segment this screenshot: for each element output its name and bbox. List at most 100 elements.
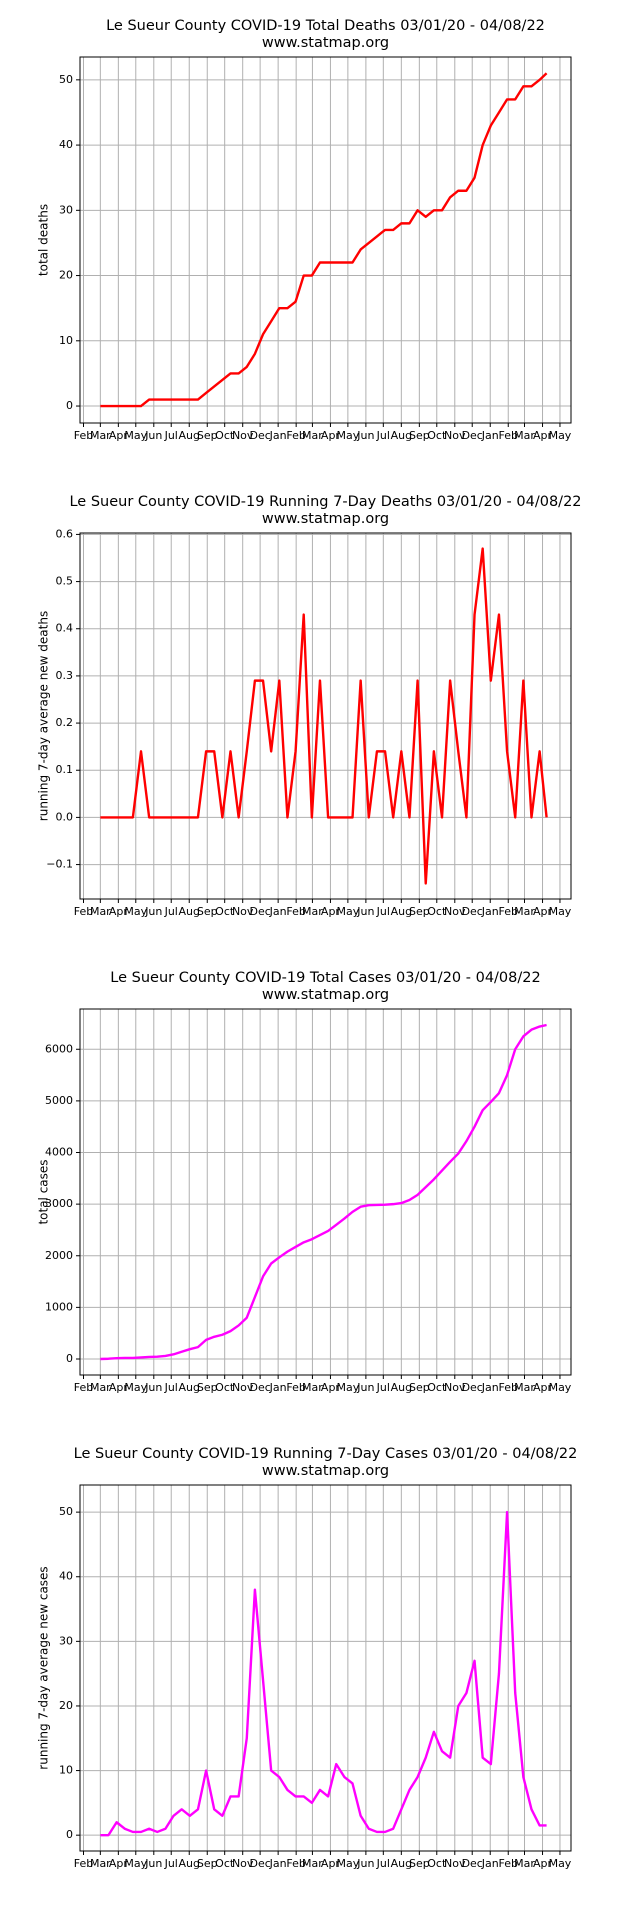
x-tick-label: Dec	[249, 1381, 270, 1394]
x-tick-label: Oct	[427, 429, 447, 442]
x-tick-label: Jul	[164, 1857, 178, 1870]
y-axis-label: running 7-day average new deaths	[37, 611, 51, 821]
x-tick-label: Oct	[215, 905, 235, 918]
x-tick-label: May	[124, 905, 147, 918]
y-axis-label: total deaths	[37, 204, 51, 276]
x-tick-label: Sep	[197, 1381, 218, 1394]
x-tick-label: Sep	[409, 1381, 430, 1394]
x-tick-label: Mar	[90, 429, 111, 442]
x-tick-label: Apr	[109, 429, 129, 442]
x-tick-label: Mar	[302, 905, 323, 918]
x-tick-label: Jun	[356, 429, 374, 442]
x-tick-label: Feb	[74, 905, 93, 918]
x-tick-label: Oct	[215, 429, 235, 442]
x-tick-label: May	[549, 429, 572, 442]
x-tick-label: Jul	[164, 429, 178, 442]
y-tick-label: 50	[59, 1505, 73, 1518]
x-tick-label: May	[549, 1857, 572, 1870]
x-tick-label: Mar	[90, 1381, 111, 1394]
x-tick-label: Dec	[462, 1381, 483, 1394]
x-tick-label: Jul	[164, 905, 178, 918]
y-tick-label: 3000	[45, 1197, 73, 1210]
x-tick-label: Sep	[197, 1857, 218, 1870]
x-tick-label: Jun	[144, 429, 162, 442]
x-tick-label: May	[124, 429, 147, 442]
x-tick-label: Aug	[178, 429, 199, 442]
x-tick-label: Dec	[249, 1857, 270, 1870]
chart-subtitle: www.statmap.org	[262, 35, 389, 51]
x-tick-label: Apr	[109, 1381, 129, 1394]
chart-subtitle: www.statmap.org	[262, 1463, 389, 1479]
y-tick-label: 30	[59, 203, 73, 216]
x-tick-label: Apr	[321, 429, 341, 442]
x-tick-label: Jan	[269, 905, 287, 918]
x-tick-label: Oct	[427, 905, 447, 918]
x-tick-label: Jul	[164, 1381, 178, 1394]
x-tick-label: Aug	[391, 1381, 412, 1394]
x-tick-label: Feb	[286, 429, 305, 442]
y-axis-label: running 7-day average new cases	[37, 1566, 51, 1769]
x-tick-label: Dec	[249, 429, 270, 442]
x-tick-label: Jan	[481, 1857, 499, 1870]
y-tick-label: 5000	[45, 1094, 73, 1107]
y-tick-label: 10	[59, 334, 73, 347]
data-line	[100, 547, 548, 885]
plot-frame	[79, 56, 572, 424]
y-tick-label: 1000	[45, 1300, 73, 1313]
x-tick-label: Feb	[499, 429, 518, 442]
y-tick-label: 50	[59, 73, 73, 86]
x-tick-label: Jun	[144, 905, 162, 918]
x-tick-label: Feb	[286, 1381, 305, 1394]
y-axis-label: total cases	[37, 1159, 51, 1224]
x-tick-label: Aug	[391, 429, 412, 442]
plot-frame	[79, 532, 572, 900]
chart-title: Le Sueur County COVID-19 Total Cases 03/…	[110, 970, 540, 986]
y-tick-label: 0	[66, 1828, 73, 1841]
x-tick-label: Nov	[232, 1857, 254, 1870]
y-tick-label: 0.1	[56, 763, 74, 776]
y-tick-label: 40	[59, 138, 73, 151]
x-tick-label: Aug	[178, 905, 199, 918]
x-tick-label: Mar	[514, 429, 535, 442]
x-tick-label: Apr	[321, 1381, 341, 1394]
x-tick-label: Aug	[391, 1857, 412, 1870]
x-tick-label: May	[336, 1857, 359, 1870]
y-tick-label: 0.4	[56, 622, 74, 635]
x-tick-label: Jul	[376, 1381, 390, 1394]
x-tick-label: May	[336, 1381, 359, 1394]
x-tick-label: Feb	[74, 1857, 93, 1870]
x-tick-label: Apr	[533, 429, 553, 442]
x-tick-label: Dec	[462, 1857, 483, 1870]
x-tick-label: Jan	[269, 429, 287, 442]
y-tick-label: 0.0	[56, 810, 74, 823]
x-tick-label: May	[124, 1381, 147, 1394]
x-tick-label: Sep	[409, 429, 430, 442]
x-tick-label: Mar	[514, 1857, 535, 1870]
y-tick-label: 20	[59, 1699, 73, 1712]
y-tick-label: 0.5	[56, 575, 74, 588]
x-tick-label: Dec	[462, 905, 483, 918]
chart-title: Le Sueur County COVID-19 Running 7-Day C…	[74, 1446, 578, 1462]
y-tick-label: 0	[66, 1352, 73, 1365]
chart-title: Le Sueur County COVID-19 Total Deaths 03…	[106, 18, 545, 34]
chart-title: Le Sueur County COVID-19 Running 7-Day D…	[69, 494, 581, 510]
x-tick-label: Mar	[514, 905, 535, 918]
x-tick-label: Apr	[533, 1381, 553, 1394]
x-tick-label: Oct	[427, 1381, 447, 1394]
y-tick-label: 10	[59, 1764, 73, 1777]
x-tick-label: Mar	[302, 1857, 323, 1870]
x-tick-label: Feb	[499, 1857, 518, 1870]
x-tick-label: Oct	[215, 1857, 235, 1870]
x-tick-label: Jul	[376, 1857, 390, 1870]
x-tick-label: May	[336, 905, 359, 918]
plot-frame	[79, 1484, 572, 1852]
x-tick-label: Jan	[481, 429, 499, 442]
data-line	[100, 1023, 547, 1361]
x-tick-label: Jun	[144, 1381, 162, 1394]
y-tick-label: 6000	[45, 1042, 73, 1055]
y-tick-label: 30	[59, 1634, 73, 1647]
x-tick-label: Jan	[269, 1381, 287, 1394]
x-tick-label: May	[336, 429, 359, 442]
x-tick-label: Nov	[444, 1381, 466, 1394]
